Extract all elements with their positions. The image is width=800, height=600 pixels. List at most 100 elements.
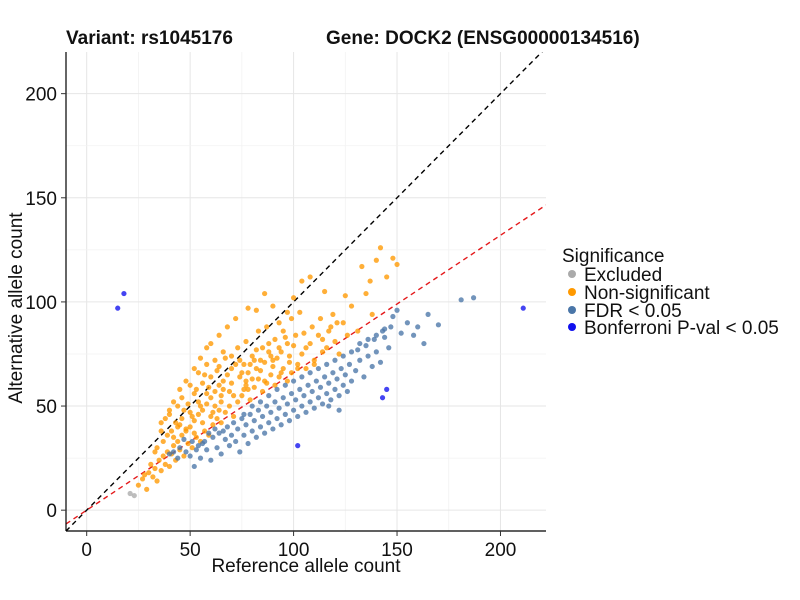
data-point [355, 328, 360, 333]
data-point [252, 385, 257, 390]
data-point [128, 491, 133, 496]
data-point [374, 258, 379, 263]
data-point [183, 449, 188, 454]
data-point [281, 328, 286, 333]
data-point [359, 264, 364, 269]
data-point [171, 435, 176, 440]
data-point [245, 370, 250, 375]
data-point [221, 428, 226, 433]
data-point [154, 478, 159, 483]
data-point [310, 324, 315, 329]
data-point [221, 387, 226, 392]
data-point [260, 389, 265, 394]
data-point [192, 366, 197, 371]
data-point [303, 366, 308, 371]
variant-title: Variant: rs1045176 [66, 28, 233, 49]
data-point [334, 320, 339, 325]
data-point [188, 453, 193, 458]
data-point [264, 324, 269, 329]
data-point [198, 356, 203, 361]
x-tick-label: 0 [81, 540, 92, 561]
data-point [303, 410, 308, 415]
data-point [235, 345, 240, 350]
data-point [190, 414, 195, 419]
data-point [179, 395, 184, 400]
data-point [167, 408, 172, 413]
data-point [374, 349, 379, 354]
data-point [219, 393, 224, 398]
data-point [436, 322, 441, 327]
data-point [223, 437, 228, 442]
data-point [295, 414, 300, 419]
data-point [347, 362, 352, 367]
data-point [188, 383, 193, 388]
data-points [115, 245, 526, 498]
data-point [318, 385, 323, 390]
data-point [171, 443, 176, 448]
data-point [283, 412, 288, 417]
data-point [256, 376, 261, 381]
data-point [283, 335, 288, 340]
data-point [370, 312, 375, 317]
data-point [411, 333, 416, 338]
data-point [274, 387, 279, 392]
data-point [167, 464, 172, 469]
data-point [277, 345, 282, 350]
data-point [297, 310, 302, 315]
legend-entry-bonferroni: Bonferroni P-val < 0.05 [568, 318, 779, 339]
data-point [231, 420, 236, 425]
data-point [204, 401, 209, 406]
data-point [272, 337, 277, 342]
data-point [289, 316, 294, 321]
data-point [320, 337, 325, 342]
data-point [279, 422, 284, 427]
data-point [177, 422, 182, 427]
legend-swatch-fdr [568, 306, 576, 314]
data-point [295, 443, 300, 448]
y-tick-label: 200 [25, 85, 57, 106]
x-tick-label: 200 [485, 540, 517, 561]
data-point [388, 324, 393, 329]
data-point [308, 274, 313, 279]
data-point [326, 328, 331, 333]
data-point [248, 397, 253, 402]
data-point [390, 256, 395, 261]
data-point [227, 389, 232, 394]
data-point [274, 416, 279, 421]
data-point [299, 403, 304, 408]
data-point [161, 453, 166, 458]
data-point [217, 408, 222, 413]
data-point [227, 443, 232, 448]
data-point [357, 341, 362, 346]
data-point [312, 406, 317, 411]
data-point [159, 420, 164, 425]
data-point [225, 324, 230, 329]
data-point [210, 435, 215, 440]
data-point [268, 410, 273, 415]
data-point [365, 353, 370, 358]
data-point [270, 426, 275, 431]
data-point [233, 362, 238, 367]
data-point [237, 358, 242, 363]
data-point [260, 414, 265, 419]
data-point [231, 414, 236, 419]
y-axis-title: Alternative allele count [6, 212, 27, 404]
gene-title: Gene: DOCK2 (ENSG00000134516) [326, 28, 640, 49]
data-point [254, 308, 259, 313]
data-point [386, 345, 391, 350]
data-point [152, 466, 157, 471]
y-tick-label: 100 [25, 293, 57, 314]
reference-line-fit [66, 205, 546, 524]
data-point [136, 483, 141, 488]
data-point [245, 441, 250, 446]
data-point [183, 426, 188, 431]
data-point [183, 378, 188, 383]
data-point [217, 364, 222, 369]
data-point [361, 374, 366, 379]
data-point [175, 403, 180, 408]
data-point [115, 306, 120, 311]
data-point [283, 383, 288, 388]
data-point [421, 341, 426, 346]
data-point [390, 314, 395, 319]
data-point [148, 462, 153, 467]
